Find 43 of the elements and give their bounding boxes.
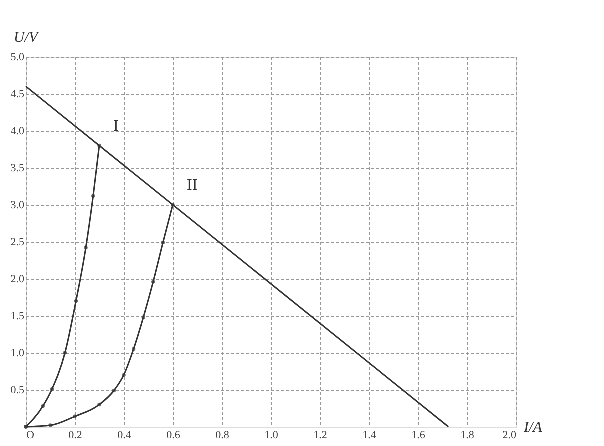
y-tick-label: 1.0	[10, 348, 25, 360]
x-tick-label: 1.2	[314, 430, 328, 442]
x-tick-label: 1.0	[264, 430, 279, 442]
point	[171, 203, 175, 207]
y-axis-title: U/V	[14, 30, 40, 46]
x-tick-label: O	[26, 430, 34, 442]
y-tick-label: 4.0	[10, 126, 25, 138]
point	[152, 280, 156, 284]
x-tick-label: 2.0	[502, 430, 517, 442]
x-tick-label: 1.8	[460, 430, 475, 442]
x-tick-label: 0.6	[166, 430, 181, 442]
point	[74, 299, 78, 304]
y-tick-label: 2.0	[10, 274, 25, 286]
y-tick-label: 5.0	[10, 52, 25, 64]
y-tick-label: 0.5	[10, 384, 25, 396]
series-label: II	[187, 177, 198, 194]
point	[98, 402, 102, 407]
x-tick-label: 1.6	[412, 430, 426, 442]
x-tick-label: 0.4	[118, 430, 132, 442]
point	[63, 351, 68, 355]
point	[92, 194, 96, 198]
point	[41, 404, 46, 408]
y-tick-label: 4.5	[10, 88, 25, 100]
point	[122, 373, 126, 378]
y-tick-label: 2.5	[10, 236, 25, 248]
point	[98, 144, 102, 148]
x-tick-label: 1.4	[362, 430, 377, 442]
x-tick-label: 0.2	[68, 430, 82, 442]
y-tick-label: 1.5	[10, 310, 25, 322]
x-tick-label: 0.8	[216, 430, 230, 442]
y-tick-label: 3.0	[10, 200, 25, 212]
point	[73, 414, 77, 419]
point	[24, 425, 28, 429]
point	[50, 387, 54, 392]
x-axis-title: I/A	[523, 420, 544, 436]
point	[142, 316, 146, 320]
y-tick-label: 3.5	[10, 162, 25, 174]
point	[132, 347, 136, 352]
series-label: I	[114, 118, 119, 135]
point	[48, 424, 52, 428]
point	[161, 240, 166, 245]
point	[84, 246, 88, 250]
point	[112, 388, 116, 393]
